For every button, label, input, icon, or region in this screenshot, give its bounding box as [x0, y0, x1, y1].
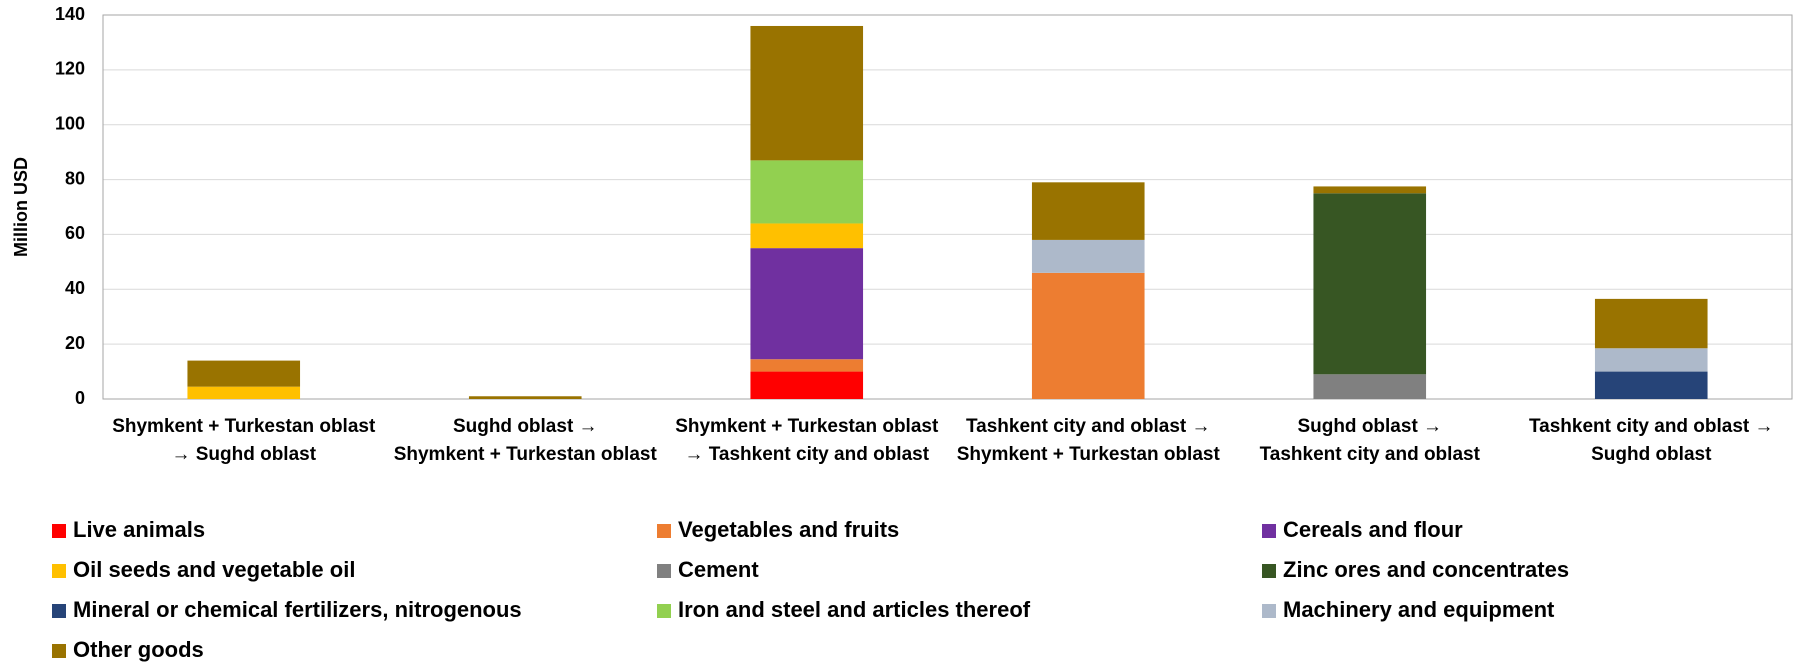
plot-border: [102, 14, 1793, 400]
legend-label: Machinery and equipment: [1283, 597, 1555, 622]
y-tick-label: 140: [55, 4, 85, 24]
x-tick-label: Tashkent city and oblast →: [1529, 416, 1774, 437]
legend-label: Zinc ores and concentrates: [1283, 557, 1569, 582]
y-tick-label: 0: [75, 388, 85, 408]
legend-swatch: [657, 564, 671, 578]
legend-label: Iron and steel and articles thereof: [678, 597, 1031, 622]
x-tick-label: Tashkent city and oblast: [1260, 444, 1481, 465]
legend-label: Cement: [678, 557, 759, 582]
legend-swatch: [52, 604, 66, 618]
x-tick-label: Sughd oblast →: [1297, 416, 1442, 437]
y-tick-label: 20: [65, 333, 85, 353]
bar-segment: [1594, 348, 1708, 372]
bar-segment: [750, 248, 864, 360]
x-tick-label: Shymkent + Turkestan oblast: [112, 416, 376, 437]
x-tick-label: Shymkent + Turkestan oblast: [394, 444, 658, 465]
legend-label: Oil seeds and vegetable oil: [73, 557, 355, 582]
bar-segment: [750, 371, 864, 399]
y-tick-label: 100: [55, 113, 85, 133]
x-tick-label: Shymkent + Turkestan oblast: [957, 444, 1221, 465]
legend-swatch: [52, 564, 66, 578]
x-tick-label: → Sughd oblast: [171, 444, 316, 465]
y-tick-label: 120: [55, 59, 85, 79]
legend-label: Cereals and flour: [1283, 517, 1463, 542]
x-tick-label: Sughd oblast: [1591, 444, 1712, 465]
bar-segment: [1594, 371, 1708, 399]
legend-swatch: [1262, 604, 1276, 618]
bar-segment: [750, 160, 864, 224]
legend-label: Vegetables and fruits: [678, 517, 899, 542]
bar-segment: [1594, 298, 1708, 349]
y-tick-label: 40: [65, 278, 85, 298]
legend-swatch: [1262, 524, 1276, 538]
y-axis-label: Million USD: [11, 157, 31, 257]
legend-swatch: [52, 524, 66, 538]
bar-segment: [750, 223, 864, 249]
bar-segment: [750, 359, 864, 372]
x-tick-label: Tashkent city and oblast →: [966, 416, 1211, 437]
bar-segment: [187, 360, 301, 387]
bar-segment: [1031, 239, 1145, 273]
legend-swatch: [52, 644, 66, 658]
legend-label: Mineral or chemical fertilizers, nitroge…: [73, 597, 522, 622]
bar-segment: [468, 396, 582, 399]
y-tick-label: 80: [65, 168, 85, 188]
legend-swatch: [657, 524, 671, 538]
y-tick-label: 60: [65, 223, 85, 243]
bar-segment: [1313, 374, 1427, 399]
x-tick-label: Sughd oblast →: [453, 416, 598, 437]
bar-segment: [1313, 186, 1427, 194]
bar-segment: [1031, 272, 1145, 399]
legend-swatch: [1262, 564, 1276, 578]
bar-segment: [1031, 182, 1145, 240]
x-tick-label: Shymkent + Turkestan oblast: [675, 416, 939, 437]
legend-swatch: [657, 604, 671, 618]
legend-label: Other goods: [73, 637, 204, 662]
bar-segment: [187, 386, 301, 399]
bar-segment: [750, 25, 864, 161]
x-tick-label: → Tashkent city and oblast: [684, 444, 929, 465]
legend-label: Live animals: [73, 517, 205, 542]
bar-segment: [1313, 193, 1427, 375]
